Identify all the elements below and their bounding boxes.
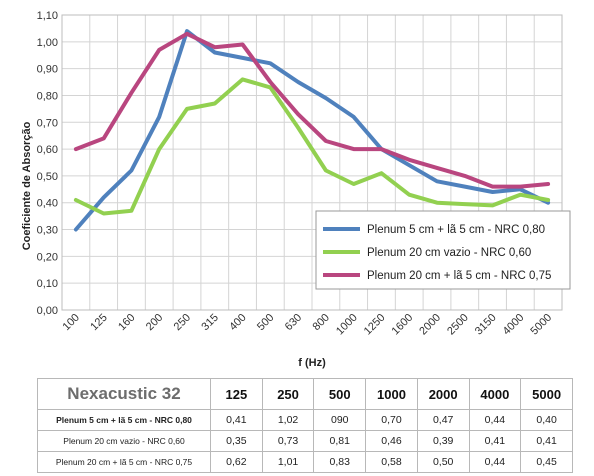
x-tick-label: 5000	[528, 312, 554, 338]
table-cell: 0,47	[416, 409, 470, 431]
x-tick-label: 400	[227, 312, 248, 333]
y-tick-label: 0,70	[37, 117, 58, 129]
y-tick-label: 0,40	[37, 198, 58, 210]
x-tick-label: 125	[88, 312, 109, 333]
table-header-row: Nexacustic 32 125 250 500 1000 2000 4000…	[37, 378, 573, 410]
table-row: Plenum 20 cm vazio - NRC 0,60 0,35 0,73 …	[37, 430, 573, 452]
table-cell: 0,41	[210, 409, 263, 431]
series-line	[73, 29, 551, 232]
table-cell: 0,44	[468, 409, 522, 431]
table-cell: 090	[313, 409, 367, 431]
x-tick-label: 1600	[390, 312, 416, 338]
x-tick-label: 3150	[473, 312, 499, 338]
row-label: Plenum 5 cm + lã 5 cm - NRC 0,80	[37, 409, 211, 431]
table-cell: 0,39	[416, 430, 470, 452]
table-cell: 0,73	[261, 430, 315, 452]
plot-area	[61, 14, 563, 311]
table-cell: 0,41	[520, 430, 573, 452]
y-tick-label: 0,80	[37, 90, 58, 102]
series-line	[73, 31, 551, 189]
legend-label: Plenum 20 cm vazio - NRC 0,60	[367, 247, 531, 259]
x-tick-label: 100	[61, 312, 82, 333]
header-cell: 125	[210, 378, 263, 410]
row-label: Plenum 20 cm + lã 5 cm - NRC 0,75	[37, 451, 211, 473]
table-cell: 0,70	[365, 409, 418, 431]
x-tick-label: 2000	[417, 312, 443, 338]
y-tick-label: 1,00	[37, 37, 58, 49]
x-tick-label: 1250	[362, 312, 388, 338]
y-tick-label: 0,20	[37, 251, 58, 263]
y-tick-label: 0,30	[37, 225, 58, 237]
table-cell: 0,81	[313, 430, 367, 452]
header-cell: 1000	[365, 378, 418, 410]
table-cell: 1,01	[261, 451, 315, 473]
x-tick-label: 250	[172, 312, 193, 333]
table-cell: 0,40	[520, 409, 573, 431]
y-tick-label: 0,90	[37, 64, 58, 76]
brand-name: Nexacustic 32	[37, 378, 211, 410]
header-cell: 250	[261, 378, 315, 410]
x-tick-label: 4000	[501, 312, 527, 338]
x-tick-label: 800	[311, 312, 332, 333]
header-cell: 5000	[520, 378, 573, 410]
x-tick-label: 200	[144, 312, 165, 333]
series-lines	[73, 29, 551, 232]
header-cell: 500	[313, 378, 367, 410]
header-cell: 2000	[416, 378, 470, 410]
x-tick-labels: 100 125 160 200 250 315 400 500 630 800 1000 1250 16…	[61, 312, 555, 338]
x-tick-label: 160	[116, 312, 137, 333]
table-cell: 0,41	[468, 430, 522, 452]
table-cell: 0,50	[416, 451, 470, 473]
legend-label: Plenum 20 cm + lã 5 cm - NRC 0,75	[367, 270, 551, 282]
y-tick-label: 0,60	[37, 144, 58, 156]
absorption-table: Nexacustic 32 125 250 500 1000 2000 4000…	[37, 378, 573, 473]
y-tick-label: 1,10	[37, 10, 58, 22]
x-tick-label: 315	[199, 312, 220, 333]
table-cell: 0,83	[313, 451, 367, 473]
y-tick-label: 0,00	[37, 305, 58, 317]
header-cell: 4000	[468, 378, 522, 410]
table-cell: 0,58	[365, 451, 418, 473]
table-cell: 0,46	[365, 430, 418, 452]
table-cell: 0,35	[210, 430, 263, 452]
table-cell: 1,02	[261, 409, 315, 431]
y-tick-label: 0,10	[37, 278, 58, 290]
y-axis-label: Coeficiente de Absorção	[21, 121, 33, 250]
legend-label: Plenum 5 cm + lã 5 cm - NRC 0,80	[367, 224, 545, 236]
y-tick-label: 0,50	[37, 171, 58, 183]
table-cell: 0,45	[520, 451, 573, 473]
x-axis-label: f (Hz)	[298, 357, 326, 369]
x-tick-label: 2500	[445, 312, 471, 338]
x-tick-label: 630	[283, 312, 304, 333]
absorption-chart: 0,00 0,10 0,20 0,30 0,40 0,50 0,60 0,70 0,80 0,90…	[21, 10, 571, 369]
row-label: Plenum 20 cm vazio - NRC 0,60	[37, 430, 211, 452]
table-row: Plenum 20 cm + lã 5 cm - NRC 0,75 0,62 1…	[37, 451, 573, 473]
table-cell: 0,44	[468, 451, 522, 473]
table-cell: 0,62	[210, 451, 263, 473]
x-tick-label: 500	[255, 312, 276, 333]
series-line	[73, 77, 551, 216]
table-row: Plenum 5 cm + lã 5 cm - NRC 0,80 0,41 1,…	[37, 409, 573, 431]
x-tick-label: 1000	[334, 312, 360, 338]
legend: Plenum 5 cm + lã 5 cm - NRC 0,80 Plenum 2…	[315, 210, 571, 290]
y-tick-labels: 0,00 0,10 0,20 0,30 0,40 0,50 0,60 0,70 0,80 0,90…	[37, 10, 58, 317]
